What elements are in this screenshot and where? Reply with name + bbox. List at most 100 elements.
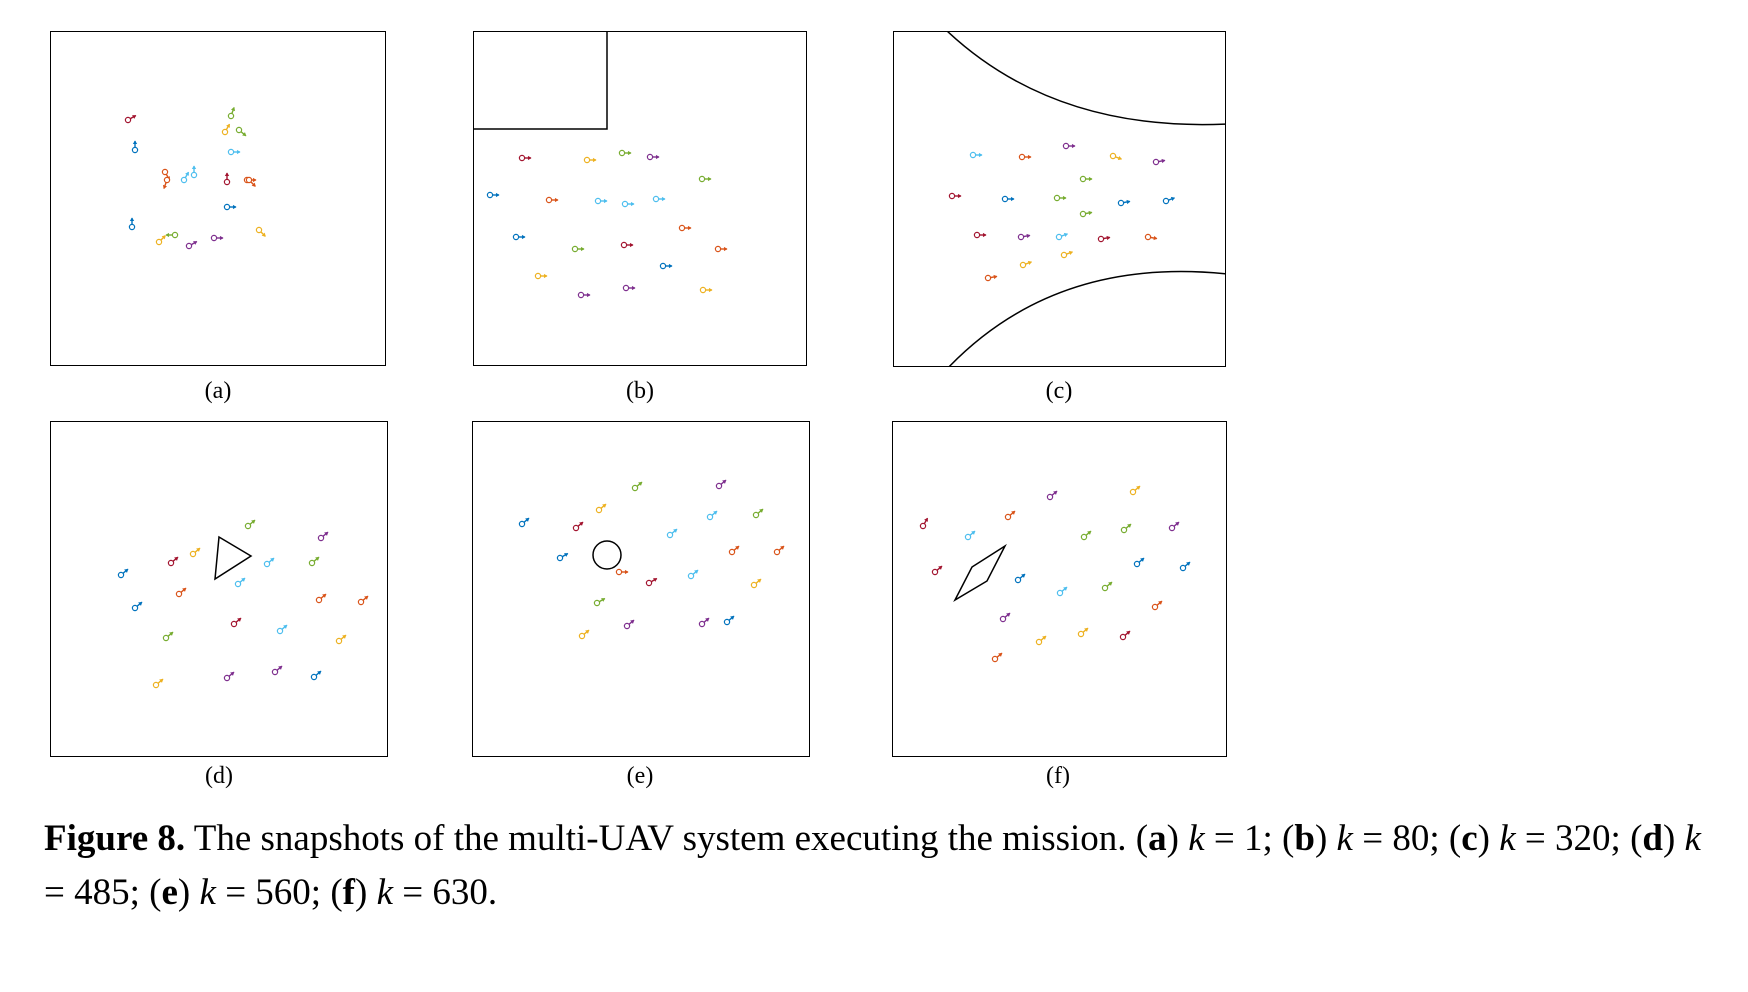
uav-marker (234, 577, 246, 588)
uav-marker (189, 547, 201, 558)
panel-label-f: (f) (1046, 763, 1070, 789)
uav-marker (593, 597, 606, 607)
uav-marker (335, 634, 347, 645)
uav-marker (221, 123, 231, 136)
uav-marker (1079, 210, 1093, 218)
uav-marker (518, 517, 530, 528)
uav-marker (750, 578, 762, 589)
panel-a-plot (124, 106, 266, 250)
uav-marker (594, 197, 608, 205)
uav-marker (620, 241, 634, 249)
panel-label-e: (e) (626, 763, 654, 789)
panel-e-plot (518, 479, 785, 640)
uav-marker (223, 671, 235, 682)
uav-marker (728, 545, 740, 556)
panel-d-plot (117, 519, 369, 689)
uav-marker (699, 286, 713, 294)
snapshot-panel-e (472, 421, 810, 757)
caption-item-b: (b) k = 80; (1272, 818, 1440, 859)
uav-marker (128, 217, 136, 231)
uav-marker (1151, 600, 1163, 611)
uav-marker (317, 531, 329, 542)
panel-label-d: (d) (205, 763, 233, 789)
uav-marker (131, 601, 143, 612)
panel-c-plot (947, 32, 1225, 366)
uav-marker (618, 149, 632, 157)
uav-marker (175, 587, 187, 598)
caption-item-e: (e) k = 560; (139, 872, 322, 913)
snapshot-panel-d (50, 421, 388, 757)
panel-f-plot (919, 485, 1191, 663)
uav-marker (263, 557, 275, 568)
uav-marker (185, 240, 198, 250)
uav-marker (1014, 573, 1026, 584)
triangle-obstacle (214, 535, 253, 581)
uav-marker (1079, 175, 1093, 183)
uav-marker (1129, 485, 1141, 496)
uav-marker (1056, 586, 1068, 597)
uav-marker (1077, 627, 1089, 638)
uav-marker (1117, 199, 1131, 207)
uav-marker (1097, 235, 1111, 243)
uav-marker (991, 652, 1003, 663)
uav-marker (1046, 490, 1058, 501)
uav-marker (190, 165, 198, 179)
uav-marker (1080, 530, 1092, 541)
uav-marker (752, 508, 764, 519)
uav-marker (165, 231, 179, 239)
uav-marker (1144, 233, 1158, 241)
uav-marker (622, 284, 636, 292)
caption-item-f: (f) k = 630. (321, 872, 498, 913)
uav-marker (227, 148, 241, 156)
uav-marker (969, 151, 983, 159)
snapshot-panel-c (893, 31, 1226, 367)
uav-marker (117, 568, 129, 579)
uav-marker (715, 479, 727, 490)
uav-marker (652, 195, 666, 203)
uav-marker (245, 176, 256, 187)
caption-item-letter: b (1294, 818, 1315, 859)
uav-marker (931, 565, 943, 576)
uav-marker (678, 224, 692, 232)
uav-marker (1004, 510, 1016, 521)
uav-marker (518, 154, 532, 162)
uav-marker (1179, 561, 1191, 572)
uav-marker (631, 481, 643, 492)
uav-marker (131, 140, 139, 154)
uav-marker (571, 245, 585, 253)
caption-item-d: (d) k = 485; (44, 818, 1701, 913)
uav-marker (1062, 142, 1076, 150)
uav-marker (1109, 152, 1123, 161)
uav-marker (271, 665, 283, 676)
uav-marker (1120, 523, 1132, 534)
uav-marker (512, 233, 526, 241)
caption-variable: k (199, 872, 216, 913)
uav-marker (615, 568, 629, 576)
uav-marker (999, 612, 1011, 623)
uav-marker (572, 521, 584, 532)
caption-item-letter: c (1461, 818, 1478, 859)
uav-marker (162, 631, 174, 642)
uav-marker (964, 530, 976, 541)
uav-marker (230, 617, 242, 628)
uav-marker (623, 619, 635, 630)
uav-marker (545, 196, 559, 204)
uav-marker (210, 234, 224, 242)
uav-marker (723, 615, 735, 626)
uav-marker (698, 617, 710, 628)
uav-marker (583, 156, 597, 164)
uav-marker (1035, 635, 1047, 646)
uav-marker (666, 528, 678, 539)
uav-marker (773, 545, 785, 556)
uav-marker (155, 235, 166, 246)
caption-variable: k (376, 872, 394, 913)
uav-marker (1101, 581, 1113, 592)
uav-marker (534, 272, 548, 280)
caption-item-c: (c) k = 320; (1439, 818, 1621, 859)
uav-marker (308, 556, 320, 567)
snapshot-panel-f (892, 421, 1227, 757)
uav-marker (1162, 196, 1176, 205)
circle-obstacle (592, 540, 622, 570)
uav-marker (357, 595, 369, 606)
uav-marker (1018, 153, 1032, 161)
